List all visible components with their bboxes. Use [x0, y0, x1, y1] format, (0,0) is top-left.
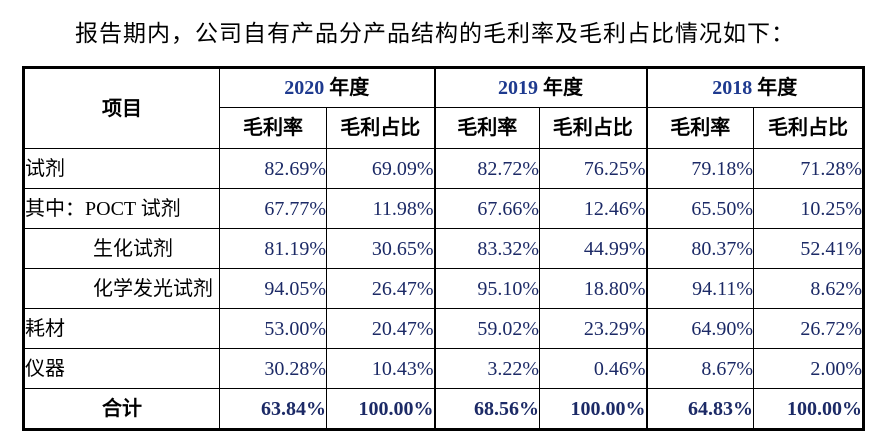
margin-value: 94.05%	[219, 268, 327, 309]
margin-value: 8.67%	[645, 348, 754, 389]
share-value: 100.00%	[753, 388, 864, 430]
share-value: 76.25%	[539, 148, 647, 189]
subheader-gross-margin: 毛利率	[645, 107, 754, 149]
share-value: 12.46%	[539, 188, 647, 229]
table-header-sub-row: 毛利率 毛利占比 毛利率 毛利占比 毛利率 毛利占比	[24, 107, 864, 149]
margin-value: 83.32%	[433, 228, 540, 269]
share-value: 52.41%	[753, 228, 864, 269]
margin-value: 59.02%	[433, 308, 540, 349]
row-label: 合计	[23, 388, 220, 430]
margin-value: 95.10%	[433, 268, 540, 309]
margin-value: 64.90%	[645, 308, 754, 349]
share-value: 26.72%	[753, 308, 864, 349]
row-label: 生化试剂	[23, 228, 220, 269]
margin-value: 53.00%	[219, 308, 327, 349]
table-row-biochemical-reagents: 生化试剂 81.19% 30.65% 83.32% 44.99% 80.37% …	[23, 228, 864, 269]
year-number: 2018	[712, 77, 753, 99]
year-group-header-2018: 2018 年度	[645, 67, 864, 108]
subheader-margin-share: 毛利占比	[539, 107, 647, 149]
subheader-gross-margin: 毛利率	[433, 107, 540, 149]
margin-value: 3.22%	[433, 348, 540, 389]
share-value: 11.98%	[326, 188, 435, 229]
gross-margin-table: 项目 2020 年度 2019 年度 2018 年度 毛利率 毛利占比 毛利率 …	[22, 66, 865, 431]
margin-value: 80.37%	[645, 228, 754, 269]
corner-header: 项目	[23, 67, 220, 149]
year-suffix: 年度	[538, 77, 583, 99]
share-value: 10.25%	[753, 188, 864, 229]
share-value: 69.09%	[326, 148, 435, 189]
margin-value: 79.18%	[645, 148, 754, 189]
share-value: 26.47%	[326, 268, 435, 309]
margin-value: 81.19%	[219, 228, 327, 269]
row-label: 试剂	[23, 148, 220, 189]
margin-value: 67.66%	[433, 188, 540, 229]
table-row-chemiluminescence-reagents: 化学发光试剂 94.05% 26.47% 95.10% 18.80% 94.11…	[23, 268, 864, 309]
margin-value: 94.11%	[645, 268, 754, 309]
share-value: 71.28%	[753, 148, 864, 189]
year-suffix: 年度	[324, 77, 370, 99]
table-header-year-row: 项目 2020 年度 2019 年度 2018 年度	[23, 67, 864, 149]
row-label: 化学发光试剂	[23, 268, 220, 309]
margin-value: 67.77%	[219, 188, 327, 229]
share-value: 44.99%	[539, 228, 647, 269]
share-value: 2.00%	[753, 348, 864, 389]
margin-value: 30.28%	[219, 348, 327, 389]
row-label: 耗材	[23, 308, 220, 349]
table-row-total: 合计 63.84% 100.00% 68.56% 100.00% 64.83% …	[23, 388, 864, 430]
margin-value: 68.56%	[433, 388, 540, 430]
year-suffix: 年度	[752, 77, 798, 99]
year-number: 2020	[284, 77, 325, 99]
table-row-consumables: 耗材 53.00% 20.47% 59.02% 23.29% 64.90% 26…	[23, 308, 864, 349]
row-label: 其中：POCT 试剂	[23, 188, 220, 229]
row-label: 仪器	[23, 348, 220, 389]
table-row-poct-reagents: 其中：POCT 试剂 67.77% 11.98% 67.66% 12.46% 6…	[23, 188, 864, 229]
margin-value: 63.84%	[219, 388, 327, 430]
share-value: 0.46%	[539, 348, 647, 389]
year-number: 2019	[498, 77, 538, 99]
share-value: 100.00%	[326, 388, 435, 430]
table-row-instruments: 仪器 30.28% 10.43% 3.22% 0.46% 8.67% 2.00%	[23, 348, 864, 389]
share-value: 30.65%	[326, 228, 435, 269]
subheader-gross-margin: 毛利率	[219, 107, 327, 149]
margin-value: 64.83%	[645, 388, 754, 430]
margin-value: 82.72%	[433, 148, 540, 189]
margin-value: 65.50%	[645, 188, 754, 229]
share-value: 8.62%	[753, 268, 864, 309]
share-value: 100.00%	[539, 388, 647, 430]
document-title: 报告期内，公司自有产品分产品结构的毛利率及毛利占比情况如下：	[75, 21, 795, 46]
share-value: 23.29%	[539, 308, 647, 349]
subheader-margin-share: 毛利占比	[753, 107, 864, 149]
year-group-header-2020: 2020 年度	[219, 67, 435, 108]
subheader-margin-share: 毛利占比	[326, 107, 435, 149]
share-value: 10.43%	[326, 348, 435, 389]
margin-value: 82.69%	[219, 148, 327, 189]
table-row-reagents: 试剂 82.69% 69.09% 82.72% 76.25% 79.18% 71…	[23, 148, 864, 189]
share-value: 18.80%	[539, 268, 647, 309]
year-group-header-2019: 2019 年度	[433, 67, 647, 108]
share-value: 20.47%	[326, 308, 435, 349]
